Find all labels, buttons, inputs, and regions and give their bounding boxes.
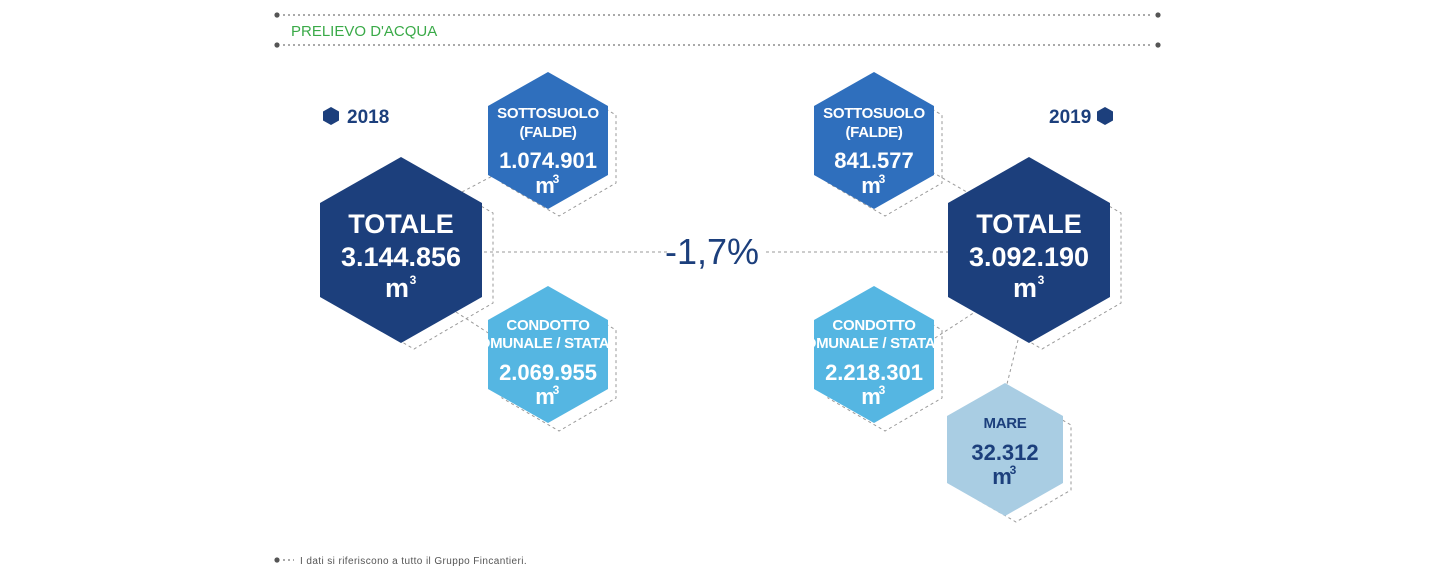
- hexagon-bullet-icon: [1097, 107, 1113, 125]
- condotto-unit-sup-2018: 3: [553, 383, 560, 397]
- legend-2018: 2018: [323, 107, 389, 128]
- sottosuolo-label-line1-2019: SOTTOSUOLO: [823, 105, 925, 122]
- condotto-label-line2-2019: COMUNALE / STATALE: [794, 335, 954, 352]
- sottosuolo-value-2019: 841.577: [834, 148, 914, 173]
- year-label-2018: 2018: [347, 107, 389, 128]
- total-value-2018: 3.144.856: [341, 242, 461, 272]
- condotto-unit-sup-2019: 3: [879, 383, 886, 397]
- total-unit-sup-2019: 3: [1038, 273, 1045, 287]
- mare-label-2019: MARE: [984, 415, 1027, 432]
- total-title-2019: TOTALE: [976, 209, 1082, 239]
- footer-rule: [274, 557, 294, 562]
- total-unit-2019: m: [1013, 273, 1037, 303]
- condotto-label-line1-2018: CONDOTTO: [506, 317, 590, 334]
- hexagon-total-2018: TOTALE 3.144.856 m 3: [320, 157, 493, 349]
- hexagon-condotto-2019: CONDOTTO COMUNALE / STATALE 2.218.301 m …: [794, 286, 954, 431]
- section-title: PRELIEVO D'ACQUA: [291, 23, 437, 40]
- condotto-value-2019: 2.218.301: [825, 360, 923, 385]
- water-withdrawal-diagram: PRELIEVO D'ACQUA 2018 TOTALE 3.144.856 m…: [0, 0, 1440, 578]
- sottosuolo-label-line1-2018: SOTTOSUOLO: [497, 105, 599, 122]
- footer-note: I dati si riferiscono a tutto il Gruppo …: [300, 556, 527, 567]
- hexagon-sottosuolo-2019: SOTTOSUOLO (FALDE) 841.577 m 3: [814, 72, 942, 216]
- hexagon-sottosuolo-2018: SOTTOSUOLO (FALDE) 1.074.901 m 3: [488, 72, 616, 216]
- total-unit-2018: m: [385, 273, 409, 303]
- hexagon-bullet-icon: [323, 107, 339, 125]
- condotto-label-line2-2018: COMUNALE / STATALE: [468, 335, 628, 352]
- sottosuolo-unit-sup-2019: 3: [879, 172, 886, 186]
- total-value-2019: 3.092.190: [969, 242, 1089, 272]
- sottosuolo-label-line2-2019: (FALDE): [845, 124, 902, 141]
- change-percentage: -1,7%: [665, 231, 759, 272]
- condotto-label-line1-2019: CONDOTTO: [832, 317, 916, 334]
- condotto-value-2018: 2.069.955: [499, 360, 597, 385]
- mare-unit-sup-2019: 3: [1010, 463, 1017, 477]
- total-unit-sup-2018: 3: [410, 273, 417, 287]
- mare-value-2019: 32.312: [971, 440, 1038, 465]
- sottosuolo-unit-sup-2018: 3: [553, 172, 560, 186]
- sottosuolo-value-2018: 1.074.901: [499, 148, 597, 173]
- year-label-2019: 2019: [1049, 107, 1091, 128]
- hexagon-condotto-2018: CONDOTTO COMUNALE / STATALE 2.069.955 m …: [468, 286, 628, 431]
- total-title-2018: TOTALE: [348, 209, 454, 239]
- hexagon-total-2019: TOTALE 3.092.190 m 3: [948, 157, 1121, 349]
- legend-2019: 2019: [1049, 107, 1113, 128]
- hexagon-mare-2019: MARE 32.312 m 3: [947, 383, 1071, 522]
- sottosuolo-label-line2-2018: (FALDE): [519, 124, 576, 141]
